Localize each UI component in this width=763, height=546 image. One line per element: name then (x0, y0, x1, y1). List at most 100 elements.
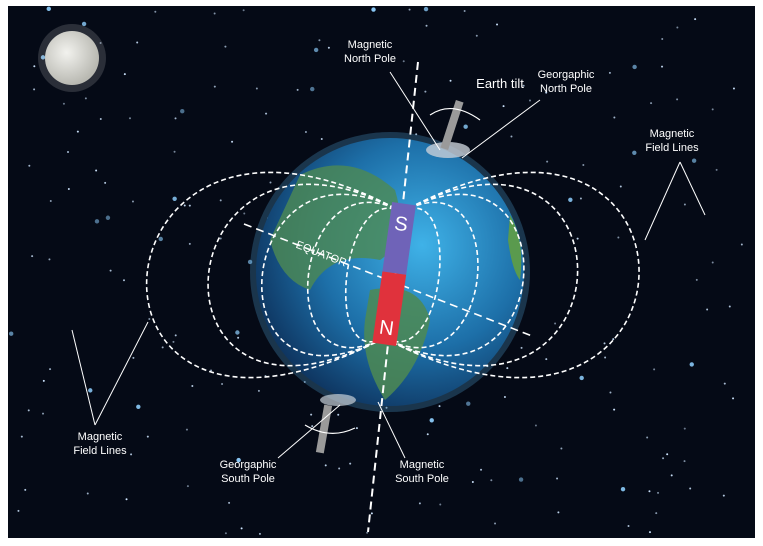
star (385, 406, 388, 409)
star (42, 379, 45, 382)
star (689, 487, 692, 490)
star (258, 532, 261, 535)
pointer (94, 321, 149, 426)
star (33, 65, 36, 68)
pointer (71, 329, 96, 426)
star (219, 237, 222, 240)
tilt-arrow (429, 108, 481, 121)
star (17, 509, 20, 512)
star (132, 356, 135, 359)
star (683, 203, 686, 206)
star (545, 91, 548, 94)
star (503, 396, 506, 399)
star (711, 108, 714, 111)
star (213, 85, 216, 88)
star (130, 453, 133, 456)
star (408, 8, 411, 11)
field-line (383, 193, 525, 357)
label: South Pole (221, 473, 275, 485)
star (123, 73, 126, 76)
star (632, 150, 637, 155)
star (228, 501, 231, 504)
star (67, 187, 70, 190)
star (579, 375, 584, 381)
star (242, 9, 245, 12)
star (185, 428, 188, 431)
star (49, 199, 52, 202)
star (728, 305, 731, 308)
star (62, 102, 65, 105)
magnet-label: N (378, 317, 395, 341)
star (104, 181, 107, 184)
star (86, 492, 89, 495)
star (534, 424, 537, 427)
star (105, 215, 111, 220)
star (20, 435, 23, 438)
moon (45, 31, 99, 85)
star (76, 130, 79, 133)
star (237, 336, 240, 339)
star (158, 236, 163, 242)
star (502, 105, 505, 108)
star (683, 460, 686, 463)
star (48, 258, 51, 261)
star (370, 512, 373, 515)
star (8, 331, 14, 336)
star (418, 502, 421, 505)
star (304, 130, 307, 133)
star (689, 362, 694, 367)
star (327, 46, 330, 49)
label: Georgaphic (538, 69, 595, 81)
pointer (277, 404, 341, 459)
field-line (307, 201, 403, 349)
star (439, 503, 442, 506)
star (49, 368, 52, 371)
star (235, 330, 240, 335)
star (174, 117, 177, 120)
tilt-rod (440, 99, 464, 151)
star (694, 18, 697, 21)
star (617, 236, 620, 239)
star (632, 64, 637, 70)
star (191, 385, 194, 388)
star (480, 468, 483, 471)
field-line (383, 183, 579, 367)
star (33, 88, 36, 91)
magnet-north (372, 271, 407, 346)
star (695, 278, 698, 281)
star (265, 112, 268, 115)
label: North Pole (344, 53, 396, 65)
continent (508, 215, 522, 280)
star (310, 413, 313, 416)
star (257, 389, 260, 392)
star (426, 433, 429, 436)
field-line (344, 207, 403, 343)
star (603, 342, 606, 345)
star (613, 116, 616, 119)
star (213, 12, 216, 15)
pointer (679, 161, 706, 216)
star (27, 409, 30, 412)
star (402, 60, 405, 63)
star (40, 55, 46, 60)
star (429, 418, 434, 423)
star (518, 477, 524, 482)
star (231, 140, 234, 143)
star (627, 524, 630, 527)
label: South Pole (395, 473, 449, 485)
star (122, 279, 125, 282)
star (313, 47, 319, 53)
magnet: S N (372, 202, 416, 346)
magnet-south (382, 202, 416, 275)
star (612, 338, 615, 341)
star (240, 527, 243, 530)
star (506, 367, 509, 370)
star (366, 531, 369, 534)
star (180, 109, 185, 114)
star (620, 486, 626, 492)
continent (270, 165, 400, 290)
star (466, 401, 471, 406)
star (243, 212, 246, 215)
star (471, 481, 474, 484)
